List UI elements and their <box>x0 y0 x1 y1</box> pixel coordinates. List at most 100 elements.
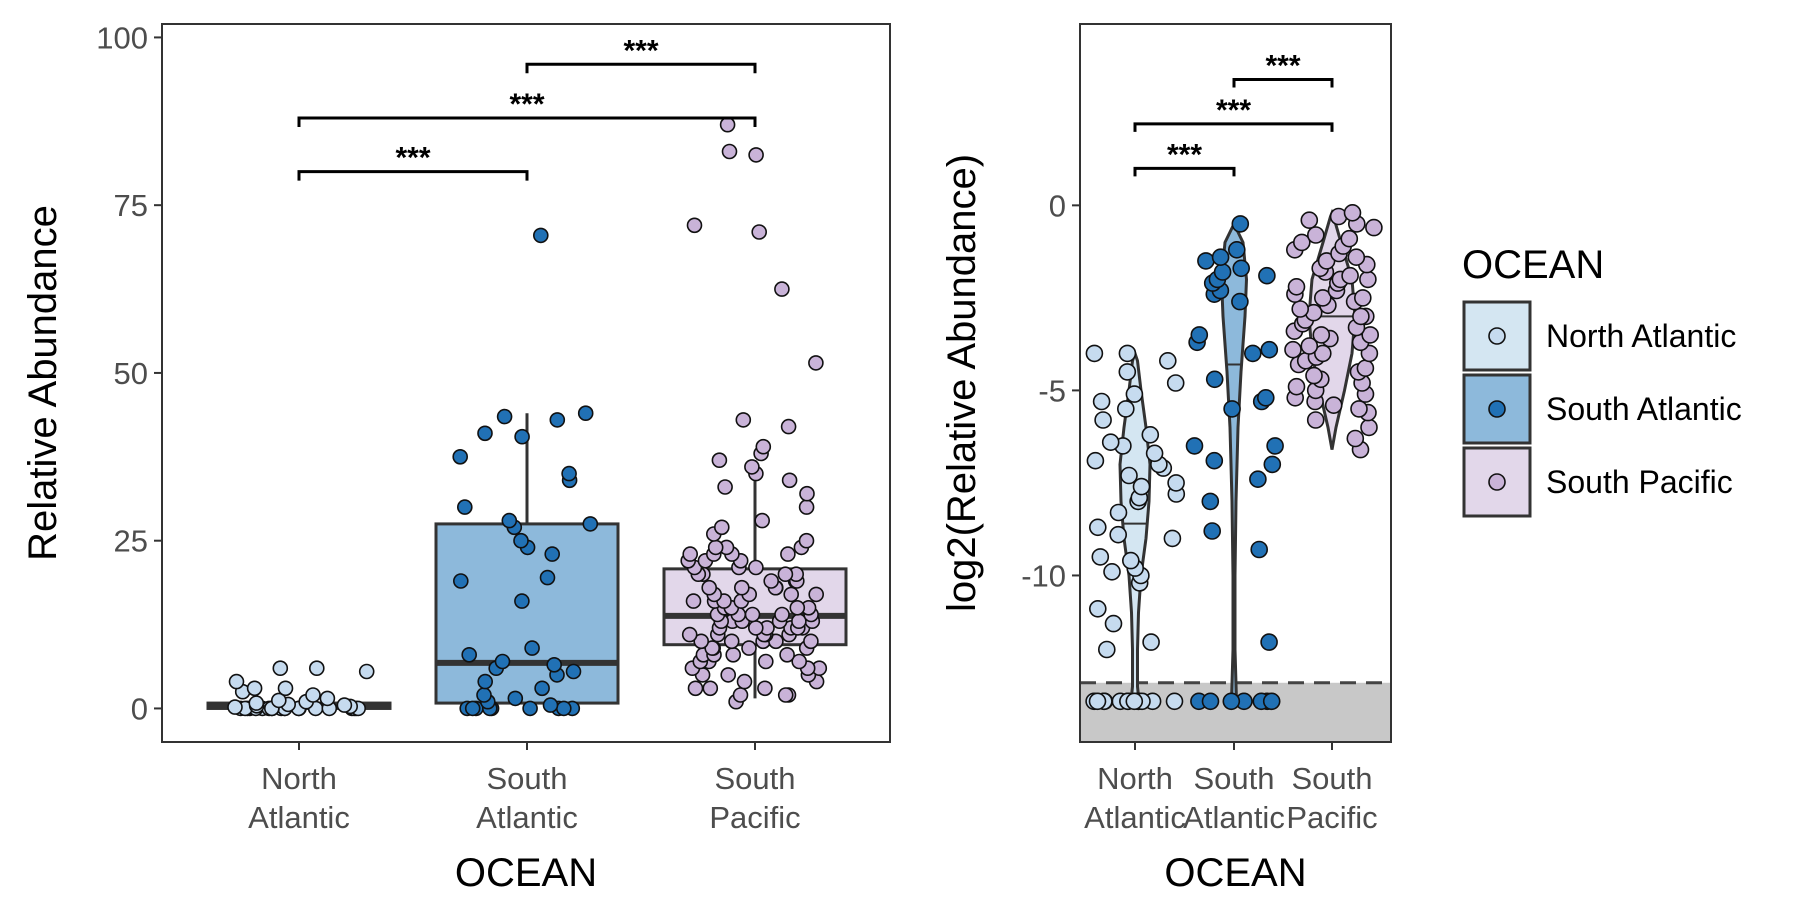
data-point <box>808 586 825 603</box>
data-point <box>1361 326 1379 344</box>
legend-key-point <box>1488 400 1506 418</box>
data-point <box>1287 277 1306 296</box>
significance-label: *** <box>395 142 430 175</box>
data-point <box>779 646 795 663</box>
x-tick-label: Atlantic <box>248 800 350 835</box>
data-point <box>1132 477 1151 496</box>
data-point <box>1201 492 1220 511</box>
data-point <box>452 448 469 465</box>
data-point <box>1287 377 1306 396</box>
data-point <box>713 519 730 536</box>
data-point <box>1347 248 1366 267</box>
significance-bracket <box>297 170 529 181</box>
y-tick-label: 75 <box>114 188 148 223</box>
data-point <box>754 512 771 529</box>
data-point <box>732 687 749 703</box>
data-point <box>741 640 757 656</box>
significance-label: *** <box>1167 138 1202 171</box>
x-tick-label: Pacific <box>1286 800 1377 835</box>
data-point <box>1122 551 1140 570</box>
data-point <box>721 143 738 160</box>
data-point <box>1118 363 1137 381</box>
x-tick-label: North <box>261 761 337 796</box>
data-point <box>1190 326 1209 344</box>
data-point <box>1163 529 1182 548</box>
data-point <box>751 224 768 240</box>
data-point <box>1340 229 1359 248</box>
data-point <box>702 680 719 697</box>
data-point <box>763 573 780 589</box>
significance-label: *** <box>509 88 544 121</box>
data-point <box>799 485 815 502</box>
data-point <box>781 472 798 489</box>
y-tick-label: 0 <box>1049 188 1066 223</box>
data-point <box>542 697 559 713</box>
data-point <box>707 539 724 556</box>
significance-label: *** <box>1216 94 1251 127</box>
data-point <box>1263 455 1282 474</box>
data-point <box>1141 425 1160 444</box>
data-point <box>719 116 736 133</box>
legend-key-point <box>1488 327 1506 345</box>
y-tick-label: 0 <box>131 691 148 726</box>
data-point <box>1231 292 1249 311</box>
data-point <box>1201 692 1220 711</box>
y-tick-label: 100 <box>96 20 148 55</box>
data-point <box>546 656 563 673</box>
x-tick-label: South <box>1193 761 1274 796</box>
data-point <box>1260 340 1279 359</box>
data-point <box>757 680 773 697</box>
data-point <box>1205 451 1224 470</box>
data-point <box>1314 289 1332 307</box>
data-point <box>1145 444 1164 463</box>
x-tick-label: Atlantic <box>476 800 578 835</box>
data-point <box>476 687 492 703</box>
data-point <box>791 653 808 670</box>
data-point <box>1089 518 1107 537</box>
data-point <box>789 599 806 616</box>
significance-bracket <box>297 116 757 127</box>
data-point <box>1118 344 1137 363</box>
significance-bracket <box>1133 166 1236 177</box>
data-point <box>513 532 529 549</box>
data-point <box>534 680 550 697</box>
x-tick-label: Pacific <box>709 800 800 835</box>
data-point <box>464 700 481 717</box>
x-tick-label: Atlantic <box>1084 800 1186 835</box>
x-tick-label: North <box>1097 761 1173 796</box>
data-point <box>1098 640 1116 659</box>
violin-shape <box>1219 220 1249 703</box>
y-tick-label: -5 <box>1038 373 1066 408</box>
data-point <box>452 573 469 589</box>
data-point <box>227 699 243 715</box>
significance-bracket <box>1133 122 1334 132</box>
data-point <box>1284 340 1302 359</box>
data-point <box>682 546 699 562</box>
data-point <box>1262 692 1281 711</box>
data-point <box>228 673 245 690</box>
data-point <box>496 408 513 425</box>
data-point <box>1360 418 1378 437</box>
data-point <box>717 479 733 495</box>
data-point <box>1085 344 1104 363</box>
data-point <box>1324 396 1343 415</box>
data-point <box>1305 366 1323 385</box>
significance-label: *** <box>1265 50 1300 83</box>
data-point <box>456 499 473 515</box>
data-point <box>1117 400 1135 418</box>
data-point <box>522 700 538 717</box>
data-point <box>319 690 336 707</box>
data-point <box>565 663 582 680</box>
data-point <box>1094 411 1112 429</box>
x-tick-label: South <box>1291 761 1372 796</box>
data-point <box>777 687 794 703</box>
legend-item-label: South Pacific <box>1546 464 1733 500</box>
x-axis-title: OCEAN <box>455 851 597 895</box>
data-point <box>686 217 703 234</box>
data-point <box>1307 226 1325 244</box>
data-point <box>1091 548 1110 566</box>
data-point <box>1306 411 1325 429</box>
data-point <box>514 593 530 609</box>
data-point <box>1109 525 1127 544</box>
